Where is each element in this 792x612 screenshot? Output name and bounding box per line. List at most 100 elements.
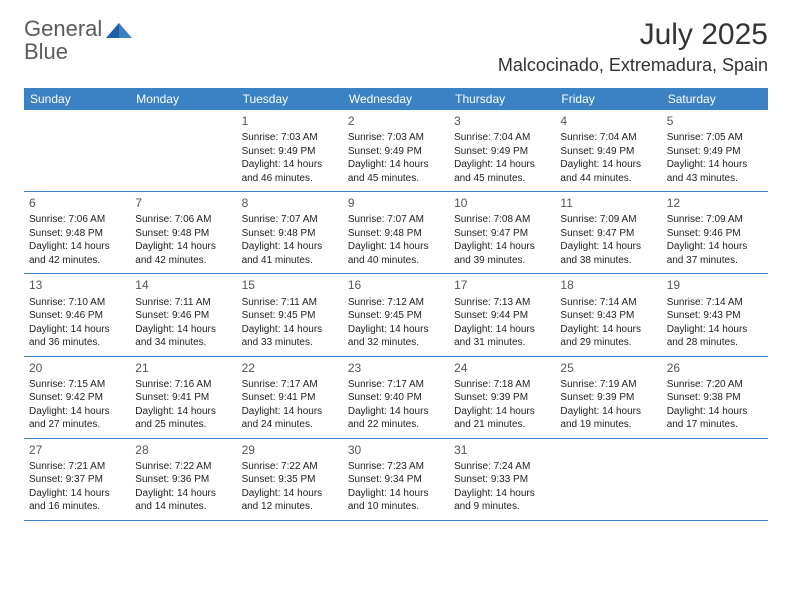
week-row: 27 Sunrise: 7:21 AMSunset: 9:37 PM Dayligh…	[24, 439, 768, 521]
day-number: 21	[135, 360, 231, 376]
day-number: 20	[29, 360, 125, 376]
day-cell: 19Sunrise: 7:14 AMSunset: 9:43 PMDayligh…	[662, 274, 768, 355]
sunset-line: Sunset: 9:49 PM	[454, 145, 550, 159]
sunset-line: Sunset: 9:49 PM	[348, 145, 444, 159]
sunset-line: Sunset: 9:42 PM	[29, 391, 125, 405]
day-cell: 12Sunrise: 7:09 AMSunset: 9:46 PMDayligh…	[662, 192, 768, 273]
sunset-line: Sunset: 9:39 PM	[560, 391, 656, 405]
daylight-line: Daylight: 14 hours and 42 minutes.	[29, 240, 125, 267]
day-cell: 20Sunrise: 7:15 AMSunset: 9:42 PMDayligh…	[24, 357, 130, 438]
sunrise-line: Sunrise: 7:11 AM	[135, 296, 231, 310]
sunset-line: Sunset: 9:45 PM	[348, 309, 444, 323]
sunset-line: Sunset: 9:40 PM	[348, 391, 444, 405]
sunrise-line: Sunrise: 7:22 AM	[135, 460, 231, 474]
sunrise-line: Sunrise: 7:08 AM	[454, 213, 550, 227]
day-number: 2	[348, 113, 444, 129]
sunset-line: Sunset: 9:35 PM	[242, 473, 338, 487]
day-cell: 24Sunrise: 7:18 AMSunset: 9:39 PMDayligh…	[449, 357, 555, 438]
empty-day	[555, 439, 661, 520]
day-number: 9	[348, 195, 444, 211]
sunset-line: Sunset: 9:34 PM	[348, 473, 444, 487]
day-number: 5	[667, 113, 763, 129]
day-number: 18	[560, 277, 656, 293]
sunrise-line: Sunrise: 7:19 AM	[560, 378, 656, 392]
daylight-line: Daylight: 14 hours and 42 minutes.	[135, 240, 231, 267]
day-number: 14	[135, 277, 231, 293]
day-cell: 6Sunrise: 7:06 AMSunset: 9:48 PMDaylight…	[24, 192, 130, 273]
sunset-line: Sunset: 9:49 PM	[667, 145, 763, 159]
daylight-line: Daylight: 14 hours and 34 minutes.	[135, 323, 231, 350]
day-cell: 31Sunrise: 7:24 AMSunset: 9:33 PMDayligh…	[449, 439, 555, 520]
day-cell: 13Sunrise: 7:10 AMSunset: 9:46 PMDayligh…	[24, 274, 130, 355]
day-number: 16	[348, 277, 444, 293]
dow-tuesday: Tuesday	[237, 88, 343, 110]
brand-mark-icon	[106, 20, 132, 40]
day-number: 12	[667, 195, 763, 211]
sunrise-line: Sunrise: 7:03 AM	[242, 131, 338, 145]
day-cell: 23Sunrise: 7:17 AMSunset: 9:40 PMDayligh…	[343, 357, 449, 438]
week-row: 13Sunrise: 7:10 AMSunset: 9:46 PMDayligh…	[24, 274, 768, 356]
day-cell: 11Sunrise: 7:09 AMSunset: 9:47 PMDayligh…	[555, 192, 661, 273]
day-cell: 14 Sunrise: 7:11 AMSunset: 9:46 PMDayligh…	[130, 274, 236, 355]
sunset-line: Sunset: 9:33 PM	[454, 473, 550, 487]
daylight-line: Daylight: 14 hours and 46 minutes.	[242, 158, 338, 185]
daylight-line: Daylight: 14 hours and 14 minutes.	[135, 487, 231, 514]
day-number: 17	[454, 277, 550, 293]
sunrise-line: Sunrise: 7:23 AM	[348, 460, 444, 474]
sunset-line: Sunset: 9:38 PM	[667, 391, 763, 405]
sunset-line: Sunset: 9:46 PM	[135, 309, 231, 323]
sunrise-line: Sunrise: 7:06 AM	[29, 213, 125, 227]
sunset-line: Sunset: 9:37 PM	[29, 473, 125, 487]
sunrise-line: Sunrise: 7:22 AM	[242, 460, 338, 474]
sunrise-line: Sunrise: 7:17 AM	[348, 378, 444, 392]
day-number: 29	[242, 442, 338, 458]
sunset-line: Sunset: 9:48 PM	[348, 227, 444, 241]
dow-saturday: Saturday	[662, 88, 768, 110]
sunset-line: Sunset: 9:45 PM	[242, 309, 338, 323]
sunrise-line: Sunrise: 7:20 AM	[667, 378, 763, 392]
day-cell: 29Sunrise: 7:22 AMSunset: 9:35 PMDayligh…	[237, 439, 343, 520]
title-block: July 2025 Malcocinado, Extremadura, Spai…	[498, 18, 768, 76]
dow-monday: Monday	[130, 88, 236, 110]
day-cell: 9Sunrise: 7:07 AMSunset: 9:48 PMDaylight…	[343, 192, 449, 273]
sunrise-line: Sunrise: 7:12 AM	[348, 296, 444, 310]
calendar: SundayMondayTuesdayWednesdayThursdayFrid…	[24, 88, 768, 521]
day-cell: 7Sunrise: 7:06 AMSunset: 9:48 PMDaylight…	[130, 192, 236, 273]
empty-day	[662, 439, 768, 520]
day-number: 22	[242, 360, 338, 376]
brand-word1: General	[24, 16, 102, 41]
day-number: 8	[242, 195, 338, 211]
day-cell: 15Sunrise: 7:11 AMSunset: 9:45 PMDayligh…	[237, 274, 343, 355]
day-cell: 8Sunrise: 7:07 AMSunset: 9:48 PMDaylight…	[237, 192, 343, 273]
sunrise-line: Sunrise: 7:13 AM	[454, 296, 550, 310]
daylight-line: Daylight: 14 hours and 38 minutes.	[560, 240, 656, 267]
sunset-line: Sunset: 9:47 PM	[560, 227, 656, 241]
day-cell: 22Sunrise: 7:17 AMSunset: 9:41 PMDayligh…	[237, 357, 343, 438]
day-cell: 17Sunrise: 7:13 AMSunset: 9:44 PMDayligh…	[449, 274, 555, 355]
sunset-line: Sunset: 9:48 PM	[242, 227, 338, 241]
empty-day	[130, 110, 236, 191]
sunrise-line: Sunrise: 7:11 AM	[242, 296, 338, 310]
day-cell: 25Sunrise: 7:19 AMSunset: 9:39 PMDayligh…	[555, 357, 661, 438]
day-number: 6	[29, 195, 125, 211]
sunset-line: Sunset: 9:39 PM	[454, 391, 550, 405]
empty-day	[24, 110, 130, 191]
daylight-line: Daylight: 14 hours and 28 minutes.	[667, 323, 763, 350]
daylight-line: Daylight: 14 hours and 41 minutes.	[242, 240, 338, 267]
sunset-line: Sunset: 9:46 PM	[29, 309, 125, 323]
daylight-line: Daylight: 14 hours and 10 minutes.	[348, 487, 444, 514]
header: General Blue July 2025 Malcocinado, Extr…	[24, 18, 768, 76]
sunset-line: Sunset: 9:36 PM	[135, 473, 231, 487]
sunrise-line: Sunrise: 7:05 AM	[667, 131, 763, 145]
daylight-line: Daylight: 14 hours and 29 minutes.	[560, 323, 656, 350]
sunset-line: Sunset: 9:43 PM	[560, 309, 656, 323]
daylight-line: Daylight: 14 hours and 44 minutes.	[560, 158, 656, 185]
sunrise-line: Sunrise: 7:07 AM	[348, 213, 444, 227]
sunrise-line: Sunrise: 7:21 AM	[29, 460, 125, 474]
dow-sunday: Sunday	[24, 88, 130, 110]
day-number: 27	[29, 442, 125, 458]
daylight-line: Daylight: 14 hours and 22 minutes.	[348, 405, 444, 432]
sunset-line: Sunset: 9:49 PM	[242, 145, 338, 159]
day-number: 13	[29, 277, 125, 293]
daylight-line: Daylight: 14 hours and 24 minutes.	[242, 405, 338, 432]
